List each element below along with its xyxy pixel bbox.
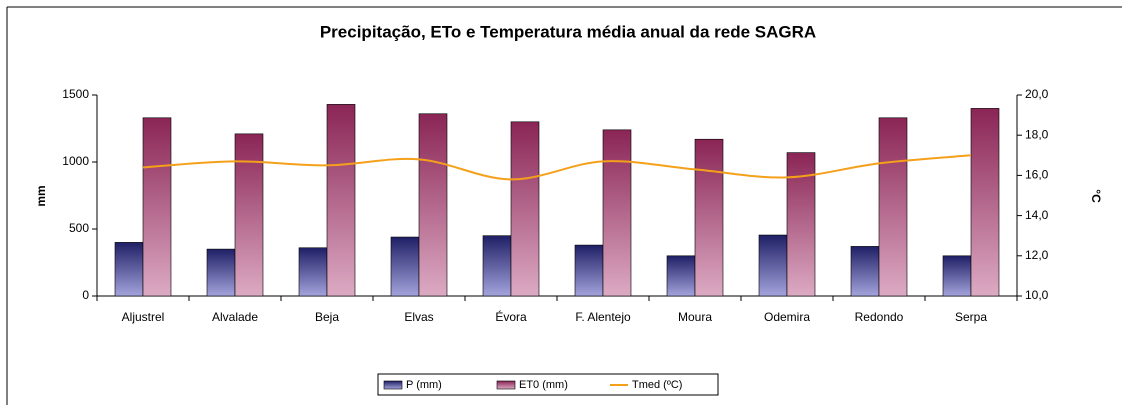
x-tick-label: Redondo [855,310,904,324]
bar [206,248,236,297]
y-tick-label: 1500 [62,87,89,101]
y2-tick-label: 10,0 [1025,288,1049,302]
bar [602,129,632,297]
y-tick-label: 500 [69,221,89,235]
legend-label: ET0 (mm) [519,379,568,391]
x-tick-label: Moura [678,310,712,324]
x-tick-label: Alvalade [212,310,258,324]
y2-tick-label: 12,0 [1025,248,1049,262]
bar [666,255,696,297]
bar [850,246,880,297]
bar [326,104,356,297]
x-tick-label: Beja [315,310,339,324]
bar [298,247,328,297]
x-tick-label: Évora [495,309,527,324]
bar [878,117,908,297]
bar [942,255,972,297]
bar [114,242,144,297]
line-series [142,154,972,181]
x-tick-label: Aljustrel [122,310,165,324]
legend-label: P (mm) [406,379,442,391]
x-tick-label: Odemira [764,310,810,324]
bar [574,244,604,297]
bar [390,236,420,297]
y2-tick-label: 14,0 [1025,208,1049,222]
legend-label: Tmed (ºC) [632,379,682,391]
legend-swatch [496,380,516,390]
y-axis-label: mm [34,185,48,206]
legend-box [377,373,719,396]
bar [970,108,1000,297]
x-tick-label: Serpa [955,310,987,324]
y-tick-label: 1000 [62,154,89,168]
y2-tick-label: 18,0 [1025,127,1049,141]
y2-tick-label: 20,0 [1025,87,1049,101]
x-tick-label: F. Alentejo [575,310,631,324]
chart-title: Precipitação, ETo e Temperatura média an… [320,22,816,41]
bar [694,138,724,297]
bar [758,234,788,297]
bar [142,117,172,297]
bar [482,235,512,297]
bar [510,121,540,297]
y2-axis-label: °C [1089,189,1103,203]
bar [418,113,448,297]
bar [234,133,264,297]
x-tick-label: Elvas [404,310,433,324]
legend-swatch [383,380,403,390]
y-tick-label: 0 [82,288,89,302]
y2-tick-label: 16,0 [1025,168,1049,182]
